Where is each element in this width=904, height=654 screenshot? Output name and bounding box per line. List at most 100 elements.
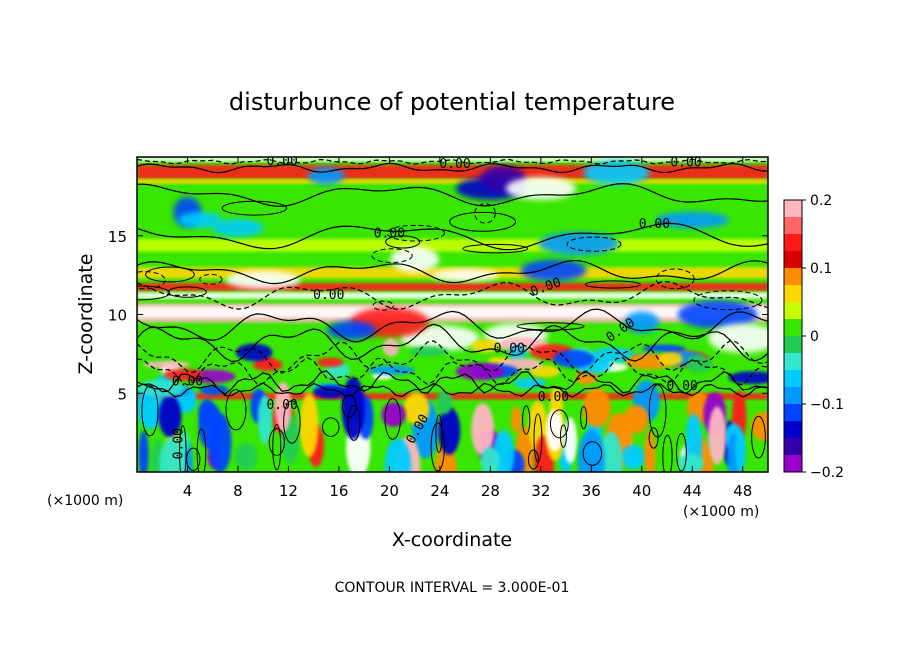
x-tick-label: 28 xyxy=(481,482,500,500)
x-tick-label: 8 xyxy=(233,482,243,500)
contour-line xyxy=(137,158,768,165)
field-band xyxy=(137,393,768,400)
field-plume xyxy=(623,405,649,434)
contour-loop xyxy=(186,447,201,471)
contour-loop xyxy=(648,384,667,438)
contour-loop xyxy=(655,268,695,290)
field-plume xyxy=(257,395,273,445)
contour-label: 0.00 xyxy=(439,157,470,172)
field-patch xyxy=(655,211,730,229)
field-band xyxy=(137,306,768,318)
contour-label: 0.00 xyxy=(266,398,297,413)
field-plume xyxy=(471,403,495,456)
field-plume xyxy=(577,429,605,472)
field-plume xyxy=(563,417,577,464)
field-patch xyxy=(252,358,283,372)
contour-loop xyxy=(196,428,207,472)
contour-loop xyxy=(430,422,445,472)
contour-loop xyxy=(199,273,223,285)
contour-label: 0.00 xyxy=(670,155,701,170)
contour-line xyxy=(137,357,768,386)
contour-loop xyxy=(141,385,159,437)
field-patch xyxy=(178,211,223,229)
contour-loop xyxy=(751,415,766,459)
contour-label: 0.00 xyxy=(639,217,670,232)
contour-loop xyxy=(435,414,443,454)
contour-loop xyxy=(384,398,401,440)
contour-loop xyxy=(566,236,622,252)
y-tick-label: 15 xyxy=(108,228,127,246)
field-patch xyxy=(686,355,713,373)
colorbar-swatch xyxy=(784,336,802,354)
contour-loop xyxy=(527,449,539,470)
contour-loop xyxy=(675,432,687,472)
contour-loop xyxy=(549,409,569,439)
colorbar-swatch xyxy=(784,217,802,235)
x-tick-label: 20 xyxy=(380,482,399,500)
contour-loop xyxy=(559,424,567,448)
contour-line xyxy=(137,182,768,207)
contour-loop xyxy=(580,406,588,430)
contour-line xyxy=(137,340,768,374)
colorbar: 0.2 0.1 0 −0.1 −0.2 xyxy=(783,193,844,481)
contour-loop xyxy=(386,224,445,242)
plot-area: 0.00 0.00 0.00 0.00 0.00 0.00 0.00 0.00 0.00 0.00… xyxy=(136,155,769,473)
field-plume xyxy=(436,390,453,415)
contour-loop xyxy=(462,243,529,254)
contour-label: 0.00 xyxy=(538,390,569,405)
contour-line xyxy=(137,259,768,285)
contour-loop xyxy=(341,394,357,418)
field-plume xyxy=(510,406,522,433)
field-patch xyxy=(382,338,400,357)
contour-loop xyxy=(371,248,413,264)
contour-labels: 0.00 0.00 0.00 0.00 0.00 0.00 0.00 0.00 0.00 0.00… xyxy=(171,155,701,459)
field-plume xyxy=(480,446,500,472)
contour-loop xyxy=(179,425,187,472)
contour-line xyxy=(137,308,768,343)
field-plume xyxy=(438,406,461,455)
contour-loop xyxy=(272,423,282,471)
y-axis-label: Z-coordinate xyxy=(75,254,97,375)
contour-lines xyxy=(137,158,768,472)
colorbar-swatch xyxy=(784,421,802,439)
contour-line xyxy=(137,323,768,363)
colorbar-tick-label: 0.2 xyxy=(810,193,832,209)
contour-loop xyxy=(582,441,603,466)
field-plume xyxy=(158,395,182,438)
field-plume xyxy=(403,392,430,425)
field-plume xyxy=(583,388,611,428)
x-tick-label: 12 xyxy=(279,482,298,500)
field-patch xyxy=(624,311,660,334)
x-unit-left: (×1000 m) xyxy=(47,493,123,509)
contour-loop xyxy=(321,417,340,437)
x-tick-label: 44 xyxy=(683,482,702,500)
field-plume xyxy=(621,444,646,470)
contour-loop xyxy=(372,300,394,311)
contour-loop xyxy=(225,389,247,431)
field-patch xyxy=(728,371,768,385)
field-plume xyxy=(198,403,224,450)
field-patch xyxy=(530,365,561,378)
x-tick-label: 48 xyxy=(733,482,752,500)
colorbar-swatch xyxy=(784,302,802,320)
colorbar-tick-label: −0.2 xyxy=(810,465,844,481)
field-plume xyxy=(599,431,623,472)
field-plume xyxy=(299,393,319,458)
contour-loop xyxy=(533,413,543,463)
field-patch xyxy=(409,345,449,357)
x-unit-right: (×1000 m) xyxy=(683,504,759,520)
field-patch xyxy=(316,357,344,368)
contour-loop xyxy=(648,427,659,449)
colorbar-ticks: 0.2 0.1 0 −0.1 −0.2 xyxy=(802,193,844,481)
contour-label: 0.00 xyxy=(374,226,405,241)
field-band xyxy=(137,179,768,184)
field-patch xyxy=(390,246,440,273)
colorbar-swatch xyxy=(784,234,802,252)
contour-loop xyxy=(145,266,195,283)
contour-label: 0.00 xyxy=(172,374,203,389)
contour-loop xyxy=(516,322,585,331)
contour-loop xyxy=(137,285,171,301)
colorbar-swatch xyxy=(784,387,802,405)
field-patch xyxy=(677,300,758,329)
